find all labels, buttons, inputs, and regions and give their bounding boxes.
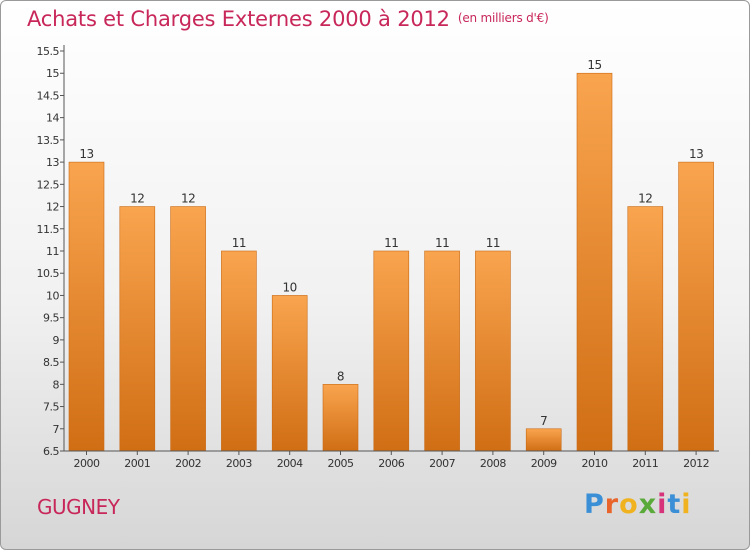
y-tick-label: 10.5 <box>37 267 60 280</box>
logo-letter: P <box>584 489 605 520</box>
y-tick-label: 14.5 <box>37 89 60 102</box>
y-tick-label: 11.5 <box>37 223 60 236</box>
bar-value-label: 13 <box>79 147 93 161</box>
x-tick-label: 2005 <box>328 457 354 470</box>
y-tick-label: 14 <box>46 112 59 125</box>
bar <box>119 206 156 452</box>
bar <box>170 206 206 452</box>
bar-value-label: 12 <box>638 192 652 206</box>
proxiti-logo[interactable]: Proxiti <box>584 489 692 520</box>
bar <box>373 250 410 452</box>
y-tick-label: 8 <box>53 378 60 391</box>
logo-letter: r <box>604 489 620 520</box>
x-tick-label: 2002 <box>175 457 201 470</box>
bar-value-label: 10 <box>283 280 297 294</box>
bar-value-label: 11 <box>384 236 398 250</box>
bar-value-label: 8 <box>337 369 344 383</box>
bar <box>424 250 460 452</box>
y-tick-label: 8.5 <box>43 356 59 369</box>
x-tick-label: 2004 <box>277 457 303 470</box>
bar-value-label: 12 <box>130 192 144 206</box>
y-tick-label: 11 <box>46 245 59 258</box>
y-tick-label: 12 <box>46 201 59 214</box>
title-text: Achats et Charges Externes 2000 à 2012 <box>27 7 450 31</box>
logo-letter: t <box>667 489 682 520</box>
y-tick-label: 6.5 <box>43 445 59 458</box>
logo-letter: i <box>657 489 668 520</box>
commune-name: GUGNEY <box>37 495 120 519</box>
bar-value-label: 11 <box>232 236 246 250</box>
x-tick-label: 2008 <box>480 457 506 470</box>
bar <box>627 206 664 452</box>
y-tick-label: 15.5 <box>37 45 60 58</box>
y-tick-label: 7 <box>53 423 60 436</box>
logo-letter: i <box>681 489 692 520</box>
bar <box>322 384 359 452</box>
bar-value-label: 11 <box>486 236 500 250</box>
chart-subtitle: (en milliers d'€) <box>457 11 549 25</box>
bar-value-label: 13 <box>689 147 703 161</box>
y-tick-label: 9.5 <box>43 312 59 325</box>
logo-letter: o <box>619 489 639 520</box>
y-tick-label: 13 <box>46 156 59 169</box>
bar <box>221 250 257 452</box>
bar-value-label: 7 <box>540 414 547 428</box>
x-tick-label: 2010 <box>582 457 608 470</box>
bar <box>271 295 308 452</box>
y-tick-label: 12.5 <box>37 178 60 191</box>
x-tick-label: 2003 <box>226 457 252 470</box>
bar <box>576 72 613 452</box>
y-tick-label: 9 <box>53 334 60 347</box>
x-axis: 2000 2001 2002 2003 2004 2005 2006 2007 2008 2009… <box>64 450 719 470</box>
x-tick-label: 2009 <box>531 457 557 470</box>
bar-value-label: 12 <box>181 192 195 206</box>
y-axis: 6.5 7 7.5 8 8.5 9 9.5 10 10.5 11 11.5 12 12.5 13 13.5 1… <box>37 45 65 458</box>
bar-value-label: 11 <box>435 236 449 250</box>
x-tick-label: 2006 <box>378 457 404 470</box>
x-tick-label: 2000 <box>74 457 100 470</box>
bar <box>475 250 511 452</box>
x-tick-label: 2011 <box>632 457 658 470</box>
chart-title: Achats et Charges Externes 2000 à 2012 (e… <box>27 7 549 31</box>
bar-value-label: 15 <box>587 58 601 72</box>
y-tick-label: 10 <box>46 289 59 302</box>
y-tick-label: 13.5 <box>37 134 60 147</box>
x-tick-label: 2001 <box>124 457 150 470</box>
x-tick-label: 2007 <box>429 457 455 470</box>
bar <box>525 428 562 452</box>
logo-letter: x <box>638 489 658 520</box>
y-tick-label: 15 <box>46 67 59 80</box>
y-tick-label: 7.5 <box>43 401 59 414</box>
bar <box>68 161 105 452</box>
x-tick-label: 2012 <box>683 457 709 470</box>
bars-group: 13 12 12 11 10 8 11 11 11 7 15 12 13 <box>68 58 714 452</box>
bar <box>678 161 714 452</box>
